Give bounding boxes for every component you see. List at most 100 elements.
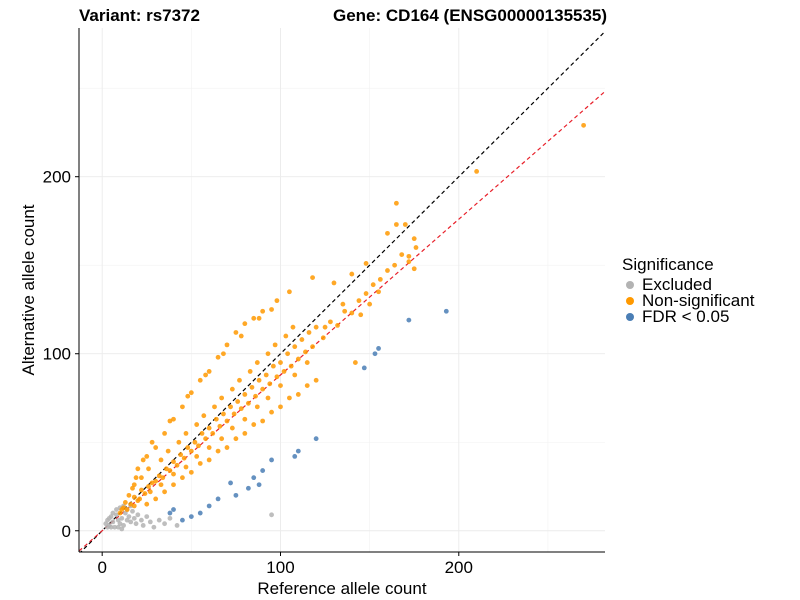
point-non-significant: [281, 369, 287, 374]
point-non-significant: [210, 430, 216, 436]
point-non-significant: [229, 386, 235, 392]
x-tick-label: 200: [445, 558, 473, 577]
point-non-significant: [411, 266, 417, 272]
point-non-significant: [238, 333, 244, 339]
point-non-significant: [188, 448, 194, 454]
point-fdr-0-05: [171, 507, 176, 512]
point-excluded: [156, 517, 162, 523]
point-non-significant: [385, 230, 390, 236]
point-non-significant: [290, 324, 296, 330]
point-non-significant: [135, 466, 141, 472]
point-excluded: [117, 521, 123, 527]
point-non-significant: [167, 418, 173, 424]
point-fdr-0-05: [295, 448, 301, 454]
point-non-significant: [185, 393, 191, 399]
legend-item-excluded: Excluded: [626, 275, 712, 294]
point-non-significant: [256, 315, 262, 321]
point-excluded: [110, 510, 116, 516]
point-non-significant: [270, 363, 276, 369]
point-non-significant: [283, 333, 289, 339]
point-non-significant: [192, 439, 198, 445]
point-non-significant: [237, 377, 242, 383]
point-non-significant: [224, 342, 230, 348]
point-non-significant: [147, 489, 153, 495]
point-non-significant: [153, 445, 159, 450]
point-non-significant: [256, 377, 262, 383]
point-non-significant: [140, 457, 146, 463]
point-non-significant: [581, 122, 587, 128]
point-non-significant: [474, 168, 480, 174]
reference-lines: [79, 31, 605, 552]
point-fdr-0-05: [292, 454, 298, 459]
point-non-significant: [260, 308, 266, 314]
point-non-significant: [233, 330, 239, 335]
point-excluded: [112, 524, 118, 530]
point-non-significant: [292, 372, 298, 378]
point-non-significant: [303, 349, 308, 355]
grid-lines: [79, 28, 605, 552]
legend-swatch-non-significant: [626, 297, 634, 305]
point-non-significant: [126, 492, 132, 498]
point-non-significant: [158, 457, 164, 463]
point-non-significant: [363, 291, 369, 296]
point-fdr-0-05: [215, 496, 221, 502]
point-fdr-0-05: [245, 485, 251, 491]
point-non-significant: [367, 301, 373, 307]
point-non-significant: [254, 360, 260, 365]
legend-item-non-significant: Non-significant: [626, 291, 755, 310]
point-excluded: [269, 512, 274, 518]
point-excluded: [133, 521, 139, 527]
point-non-significant: [299, 337, 305, 342]
point-non-significant: [206, 369, 212, 374]
legend-label-excluded: Excluded: [642, 275, 712, 294]
point-non-significant: [165, 448, 171, 454]
point-non-significant: [171, 471, 176, 477]
point-non-significant: [217, 423, 223, 429]
point-excluded: [174, 523, 180, 528]
point-non-significant: [229, 425, 235, 431]
point-non-significant: [340, 301, 346, 307]
point-non-significant: [122, 500, 128, 505]
point-non-significant: [142, 491, 148, 496]
point-non-significant: [149, 480, 155, 486]
point-non-significant: [160, 475, 166, 481]
point-non-significant: [392, 262, 397, 268]
point-excluded: [124, 517, 130, 523]
point-non-significant: [322, 324, 328, 330]
point-non-significant: [130, 485, 135, 491]
point-non-significant: [272, 342, 278, 348]
point-non-significant: [411, 236, 417, 242]
point-excluded: [130, 508, 135, 514]
point-non-significant: [196, 443, 201, 449]
point-excluded: [108, 524, 114, 530]
point-non-significant: [212, 404, 217, 410]
point-non-significant: [363, 261, 369, 266]
point-non-significant: [287, 395, 292, 401]
point-excluded: [121, 523, 126, 528]
point-non-significant: [254, 404, 260, 410]
point-fdr-0-05: [376, 346, 381, 351]
point-non-significant: [224, 418, 230, 424]
point-excluded: [115, 524, 121, 530]
point-non-significant: [146, 484, 151, 489]
point-fdr-0-05: [260, 468, 266, 473]
point-excluded: [147, 519, 153, 525]
point-non-significant: [320, 335, 326, 341]
point-non-significant: [265, 395, 271, 401]
point-non-significant: [162, 430, 167, 436]
point-non-significant: [206, 425, 212, 431]
point-non-significant: [358, 312, 364, 318]
point-non-significant: [133, 475, 139, 481]
point-excluded: [139, 517, 144, 523]
y-tick-label: 200: [43, 168, 71, 187]
y-tick-label: 100: [43, 345, 71, 364]
point-non-significant: [328, 319, 333, 325]
point-non-significant: [149, 439, 155, 445]
point-non-significant: [201, 413, 207, 419]
point-fdr-0-05: [180, 517, 185, 523]
point-non-significant: [153, 496, 159, 502]
chart-title-gene: Gene: CD164 (ENSG00000135535): [333, 6, 607, 25]
point-non-significant: [139, 487, 144, 493]
legend-swatch-fdr: [626, 313, 634, 321]
